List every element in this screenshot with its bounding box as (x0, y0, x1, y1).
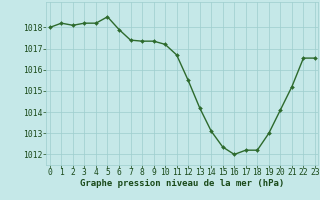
X-axis label: Graphe pression niveau de la mer (hPa): Graphe pression niveau de la mer (hPa) (80, 179, 284, 188)
